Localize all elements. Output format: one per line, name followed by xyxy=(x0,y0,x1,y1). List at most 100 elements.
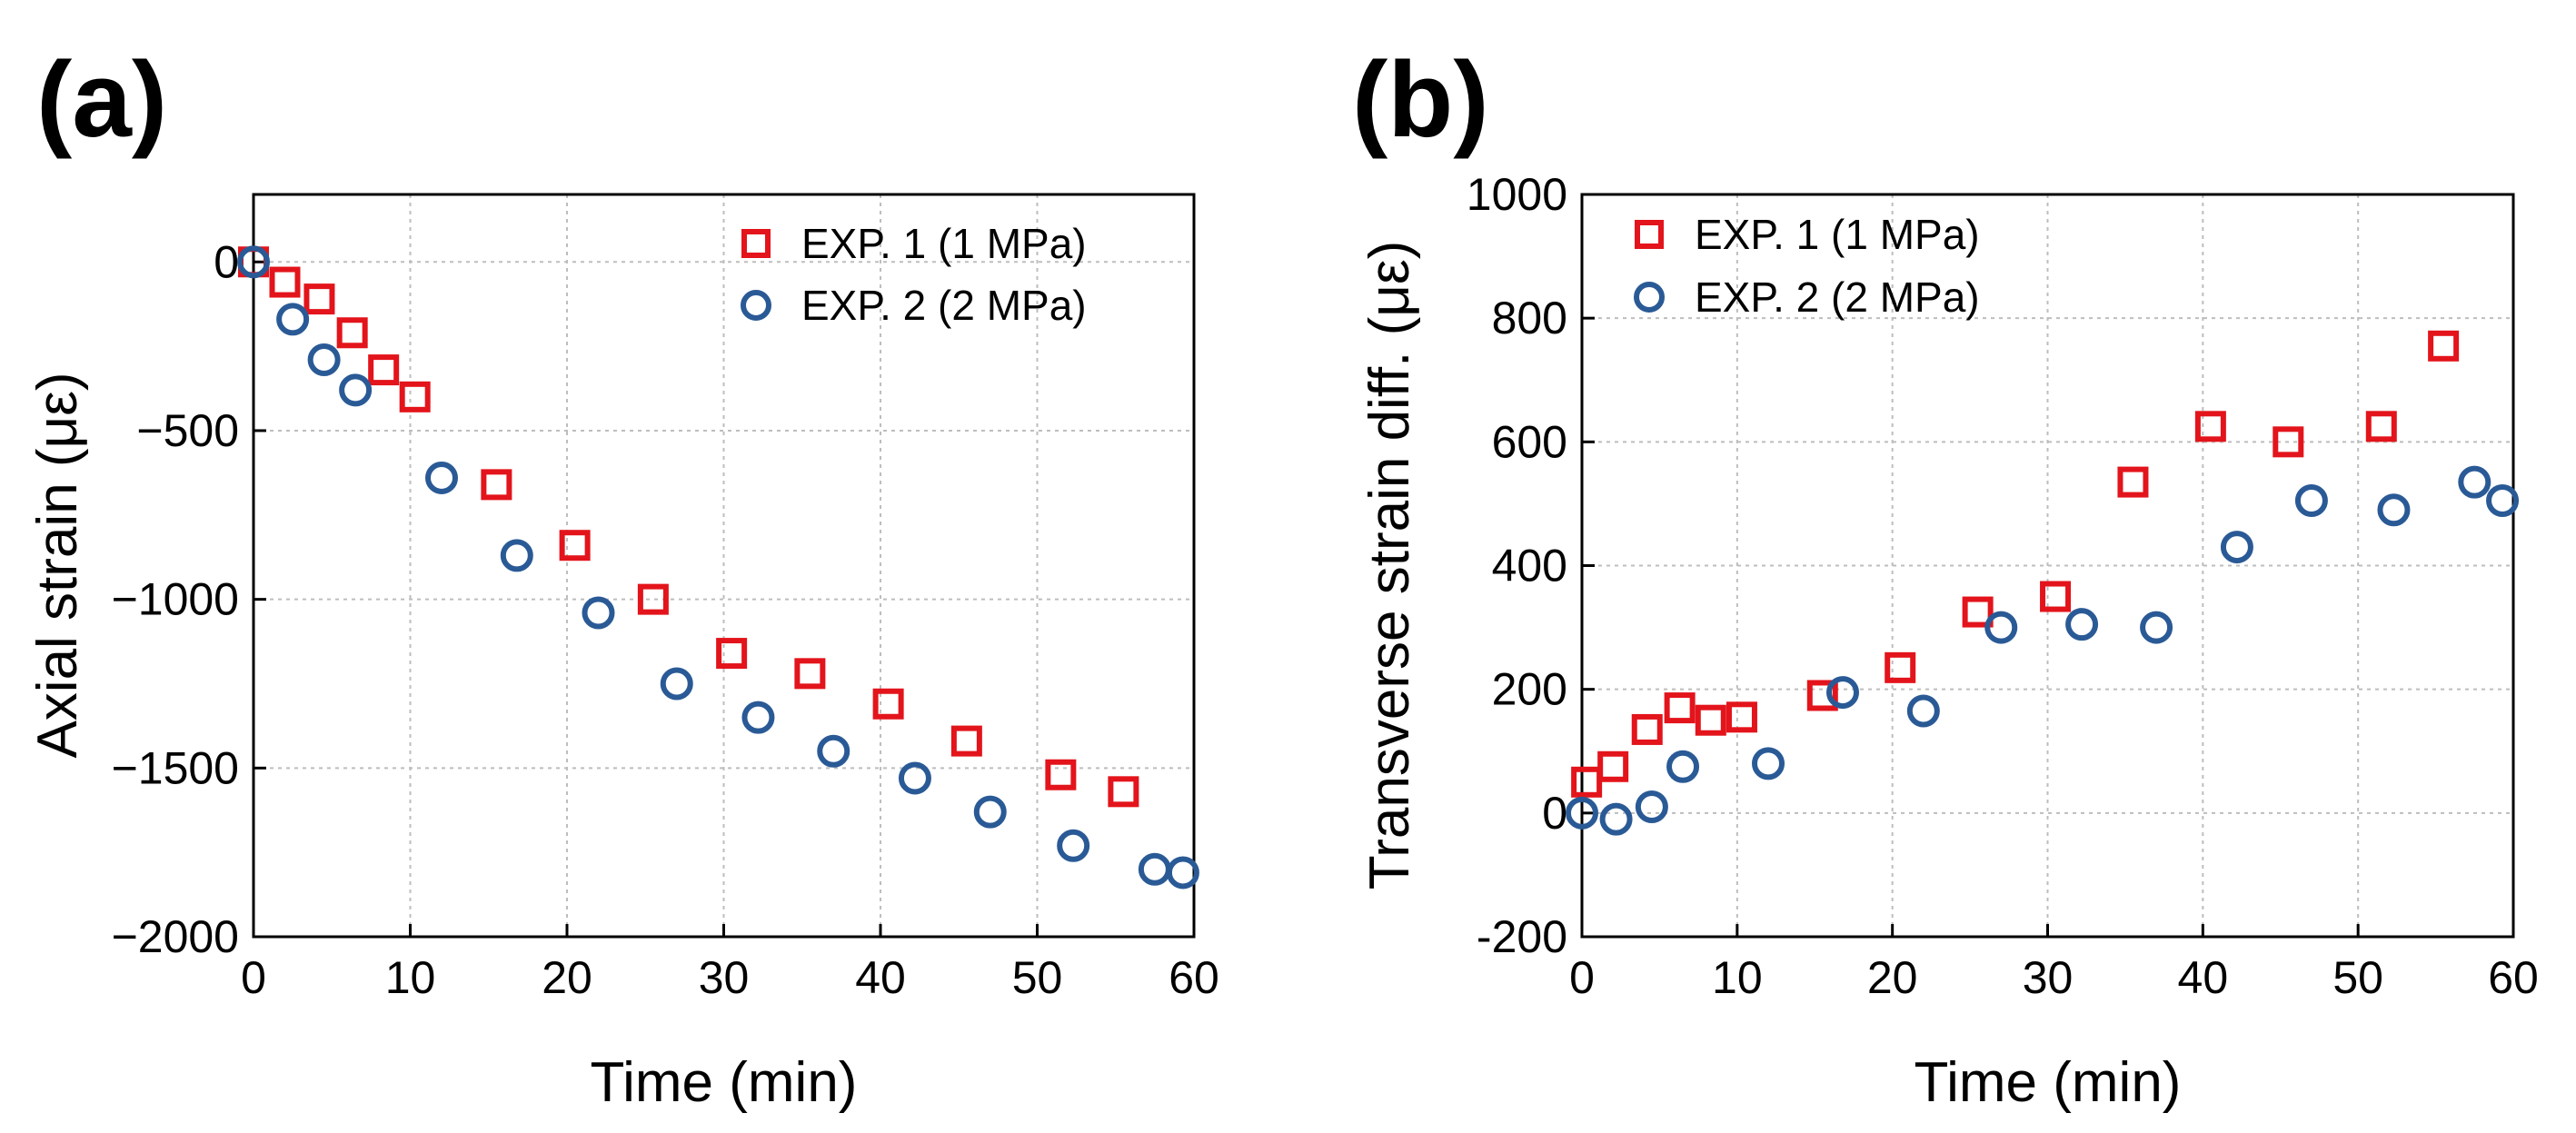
data-point-circle xyxy=(2486,484,2520,518)
y-tick-label: 1000 xyxy=(1467,169,1567,220)
data-point-square xyxy=(794,658,826,690)
x-tick-label: 30 xyxy=(2023,952,2074,1003)
panel-a: (a) 0 10 20 30 40 50 60 0 −500 −1000 −1500 −2000 Time… xyxy=(26,40,1219,1114)
data-point-circle xyxy=(1752,747,1785,780)
data-point-square xyxy=(637,583,669,615)
legend-marker-square xyxy=(741,229,771,258)
data-point-circle xyxy=(1057,829,1090,862)
x-tick-label: 60 xyxy=(1169,952,1219,1003)
y-tick-label: 400 xyxy=(1492,541,1567,591)
legend-marker-circle xyxy=(1634,282,1665,313)
data-point-square xyxy=(1631,713,1663,745)
x-tick-label: 0 xyxy=(1569,952,1595,1003)
data-point-square xyxy=(2365,411,2397,442)
y-tick-label: 800 xyxy=(1492,293,1567,343)
data-point-circle xyxy=(2458,465,2491,499)
panel-b: (b)0 10 20 30 40 50 6010008006004002000-200Tim… xyxy=(1352,40,2539,1114)
data-point-square xyxy=(559,530,591,562)
legend-label: EXP. 2 (2 MPa) xyxy=(801,282,1087,329)
data-point-square xyxy=(1108,776,1139,808)
data-point-square xyxy=(1045,759,1077,790)
legend-label: EXP. 2 (2 MPa) xyxy=(1695,273,1980,321)
data-point-circle xyxy=(1666,750,1700,783)
y-tick-label: -200 xyxy=(1477,911,1567,962)
data-point-circle xyxy=(2377,493,2411,527)
data-point-circle xyxy=(425,461,458,494)
data-point-circle xyxy=(339,373,373,407)
gridlines xyxy=(254,194,1194,937)
data-point-square xyxy=(303,283,335,315)
data-point-circle xyxy=(1566,796,1598,830)
x-tick-label: 60 xyxy=(2488,952,2539,1003)
x-tick-label: 0 xyxy=(241,952,266,1003)
data-point-square xyxy=(2040,581,2072,612)
y-tick-label: 0 xyxy=(214,236,239,287)
x-axis-title: Time (min) xyxy=(1915,1051,2182,1114)
legend-marker-circle xyxy=(741,290,771,321)
data-point-circle xyxy=(237,245,270,279)
data-point-circle xyxy=(582,596,615,630)
data-point-circle xyxy=(898,761,931,795)
data-point-circle xyxy=(817,734,850,768)
x-tick-label: 10 xyxy=(385,952,436,1003)
data-point-circle xyxy=(276,303,310,336)
data-point-circle xyxy=(1138,852,1171,886)
x-tick-label: 40 xyxy=(855,952,906,1003)
series-exp2 xyxy=(237,245,1199,890)
legend-label: EXP. 1 (1 MPa) xyxy=(801,220,1087,267)
data-point-circle xyxy=(2294,484,2328,518)
legend: EXP. 1 (1 MPa) EXP. 2 (2 MPa) xyxy=(1634,211,1980,321)
data-point-circle xyxy=(660,667,693,701)
legend-marker-square xyxy=(1635,220,1664,249)
data-point-circle xyxy=(1984,611,2018,644)
data-point-circle xyxy=(2065,608,2099,641)
gridlines xyxy=(1582,194,2513,937)
data-point-circle xyxy=(1635,790,1668,824)
y-tick-label: −1000 xyxy=(112,574,239,625)
data-point-circle xyxy=(1166,856,1199,890)
data-point-square xyxy=(481,469,512,501)
y-axis-title: Transverse strain diff. (με) xyxy=(1358,241,1421,890)
data-point-square xyxy=(1885,651,1916,683)
data-point-square xyxy=(399,381,431,412)
y-tick-label: 200 xyxy=(1492,664,1567,715)
data-point-square xyxy=(2117,466,2149,498)
x-tick-label: 30 xyxy=(699,952,750,1003)
panel-label: (a) xyxy=(36,40,167,160)
data-point-circle xyxy=(741,701,775,734)
data-point-square xyxy=(1597,750,1629,782)
data-point-square xyxy=(2273,426,2304,458)
data-point-circle xyxy=(500,539,533,572)
data-point-circle xyxy=(307,343,341,376)
data-point-square xyxy=(368,354,400,386)
data-point-square xyxy=(2194,411,2226,442)
data-point-square xyxy=(1695,704,1726,736)
data-point-square xyxy=(1806,680,1838,711)
data-point-square xyxy=(716,638,748,670)
data-point-square xyxy=(872,688,904,720)
data-point-square xyxy=(269,266,301,298)
y-tick-label: 600 xyxy=(1492,416,1567,467)
data-point-circle xyxy=(1906,694,1940,728)
y-tick-label: −500 xyxy=(136,405,239,456)
legend-label: EXP. 1 (1 MPa) xyxy=(1695,211,1980,258)
data-point-circle xyxy=(2140,611,2173,644)
data-point-square xyxy=(1726,701,1757,733)
y-tick-label: −2000 xyxy=(112,911,239,962)
data-point-square xyxy=(336,317,368,349)
x-tick-label: 10 xyxy=(1712,952,1763,1003)
x-axis-title: Time (min) xyxy=(591,1051,858,1114)
data-point-square xyxy=(1962,596,1994,628)
data-point-circle xyxy=(1826,676,1859,710)
series-exp1 xyxy=(238,246,1139,808)
legend: EXP. 1 (1 MPa) EXP. 2 (2 MPa) xyxy=(741,220,1087,329)
y-axis-title: Axial strain (με) xyxy=(26,372,89,758)
series-exp2 xyxy=(1566,465,2520,836)
data-point-circle xyxy=(2220,531,2253,564)
x-tick-label: 20 xyxy=(1867,952,1918,1003)
panel-label: (b) xyxy=(1352,40,1489,160)
x-tick-label: 20 xyxy=(542,952,592,1003)
data-point-square xyxy=(950,725,982,757)
